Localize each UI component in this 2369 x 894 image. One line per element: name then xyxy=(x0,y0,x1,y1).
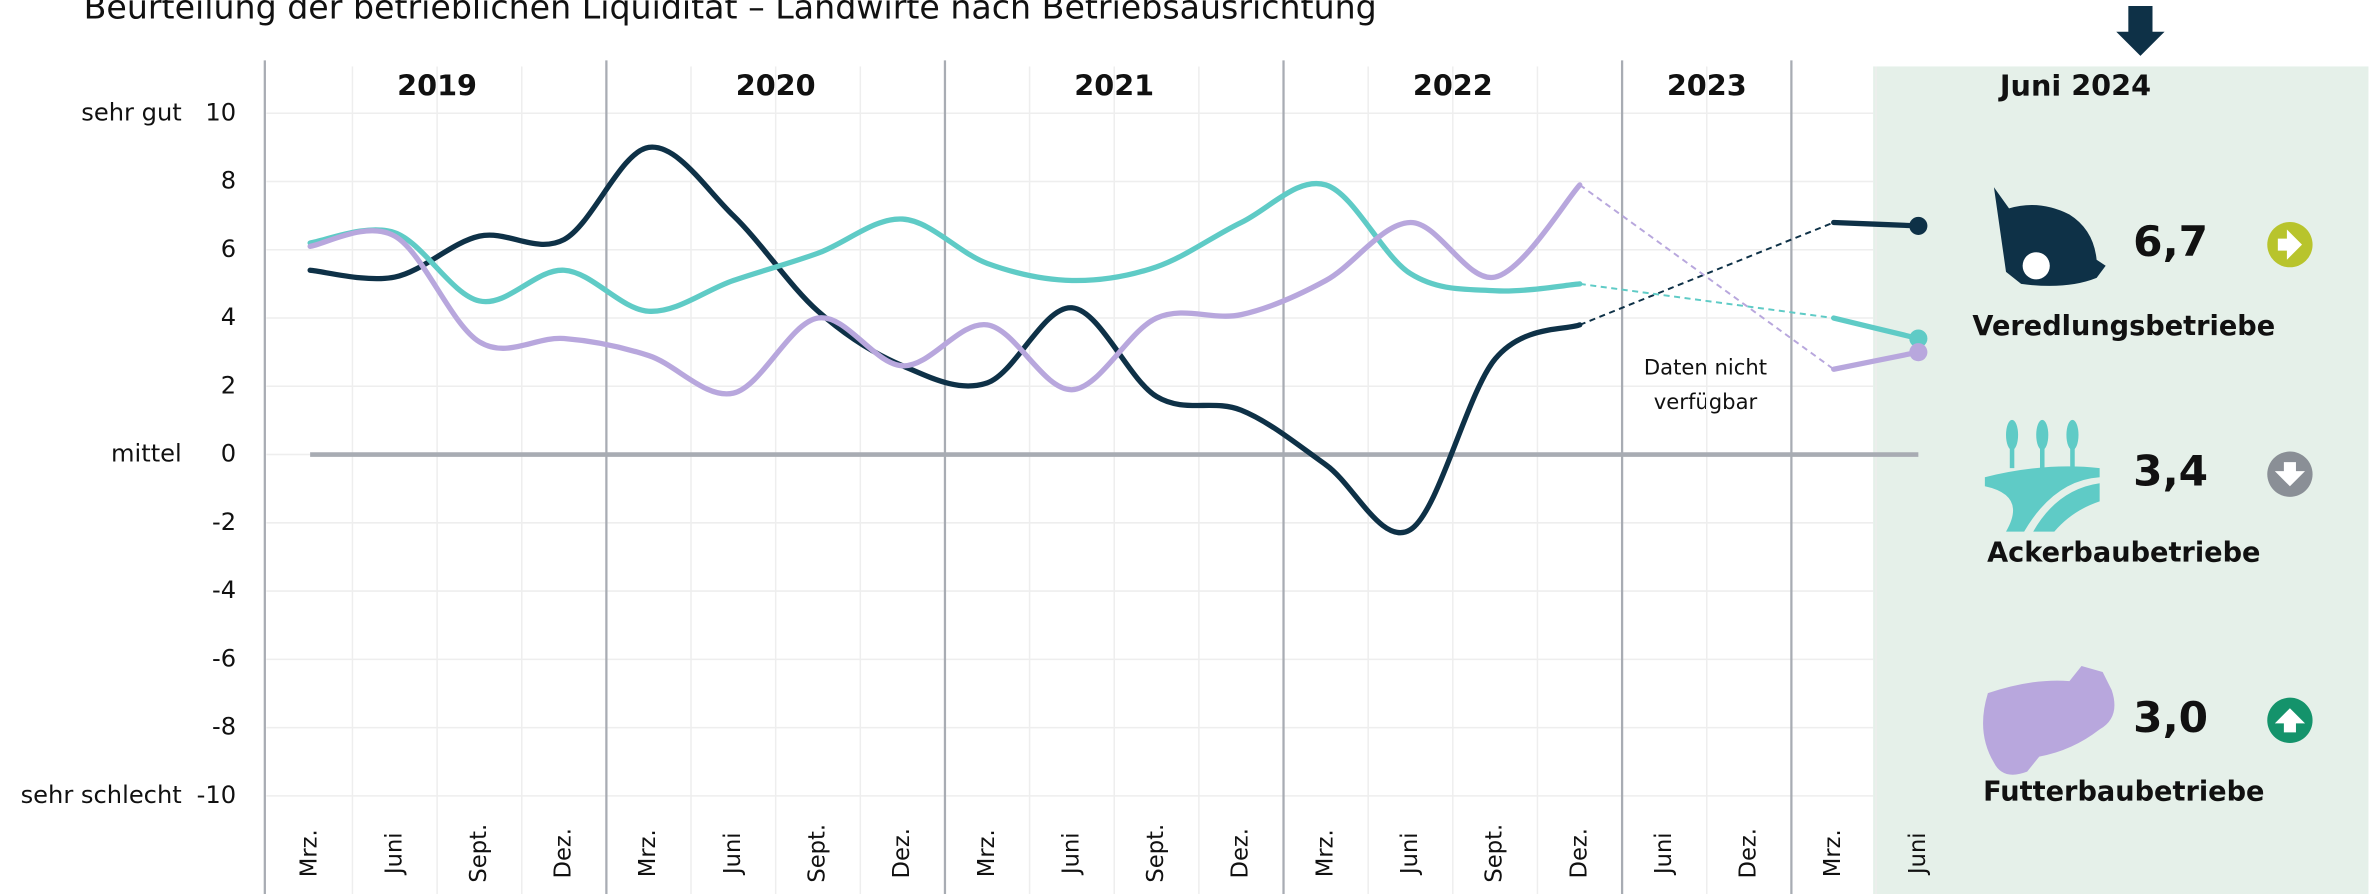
panel-value: 3,4 xyxy=(2133,447,2208,496)
annotation-line: Daten nicht xyxy=(1644,354,1767,379)
y-axis-description: sehr gut xyxy=(81,98,181,126)
x-tick-label: Mrz. xyxy=(1820,829,1846,877)
y-tick-label: 4 xyxy=(221,303,236,331)
x-tick-label: Juni xyxy=(1651,832,1677,876)
y-tick-label: 10 xyxy=(205,98,236,126)
end-point xyxy=(1909,217,1927,235)
y-tick-label: 0 xyxy=(221,440,236,468)
x-tick-label: Juni xyxy=(720,832,746,876)
y-axis-description: sehr schlecht xyxy=(21,781,182,809)
x-tick-label: Juni xyxy=(1058,832,1084,876)
annotation-line: verfügbar xyxy=(1654,389,1758,414)
x-tick-label: Dez. xyxy=(889,828,915,878)
y-tick-label: -8 xyxy=(212,713,236,741)
x-tick-label: Dez. xyxy=(1566,828,1592,878)
x-tick-label: Sept. xyxy=(1482,824,1508,883)
end-point xyxy=(1909,343,1927,361)
year-label: 2022 xyxy=(1413,69,1493,103)
marker-arrow xyxy=(2116,6,2164,56)
panel-value: 6,7 xyxy=(2133,217,2208,266)
legend-label: Veredlungsbetriebe xyxy=(1972,311,2275,342)
icon-detail xyxy=(2023,252,2050,279)
x-tick-label: Dez. xyxy=(1228,828,1254,878)
y-tick-label: 6 xyxy=(221,235,236,263)
chart: Juni 2024 Daten nicht verfügbar 10 8 6 4 2 0 -… xyxy=(0,0,2369,894)
y-tick-label: 8 xyxy=(221,167,236,195)
x-tick-label: Sept. xyxy=(804,824,830,883)
x-tick-label: Sept. xyxy=(1143,824,1169,883)
x-tick-label: Sept. xyxy=(466,824,492,883)
year-label: 2023 xyxy=(1667,69,1747,103)
x-tick-label: Mrz. xyxy=(297,829,323,877)
annotation: verfügbar xyxy=(1654,389,1758,414)
chart-title: Beurteilung der betrieblichen Liquidität… xyxy=(84,0,1377,27)
x-tick-label: Dez. xyxy=(551,828,577,878)
x-tick-label: Juni xyxy=(1397,832,1423,876)
x-tick-label: Dez. xyxy=(1736,828,1762,878)
legend-label: Futterbaubetriebe xyxy=(1983,776,2264,807)
y-tick-label: -6 xyxy=(212,644,236,672)
year-label: 2019 xyxy=(397,69,477,103)
panel-title: Juni 2024 xyxy=(1998,69,2151,103)
y-tick-label: 2 xyxy=(221,371,236,399)
y-tick-label: -4 xyxy=(212,576,236,604)
icon-wheat-head xyxy=(2006,420,2018,450)
year-label: 2020 xyxy=(736,69,816,103)
legend-label: Ackerbaubetriebe xyxy=(1987,538,2260,569)
x-tick-label: Juni xyxy=(1905,832,1931,876)
x-tick-label: Mrz. xyxy=(635,829,661,877)
x-tick-label: Juni xyxy=(381,832,407,876)
annotation: Daten nicht xyxy=(1644,354,1767,379)
x-tick-label: Mrz. xyxy=(1312,829,1338,877)
y-tick-label: -2 xyxy=(212,508,236,536)
x-tick-label: Mrz. xyxy=(974,829,1000,877)
y-axis-description: mittel xyxy=(111,440,182,468)
panel-value: 3,0 xyxy=(2133,693,2208,742)
icon-wheat-head xyxy=(2066,420,2078,450)
y-tick-label: -10 xyxy=(197,781,236,809)
icon-wheat-head xyxy=(2036,420,2048,450)
year-label: 2021 xyxy=(1074,69,1154,103)
